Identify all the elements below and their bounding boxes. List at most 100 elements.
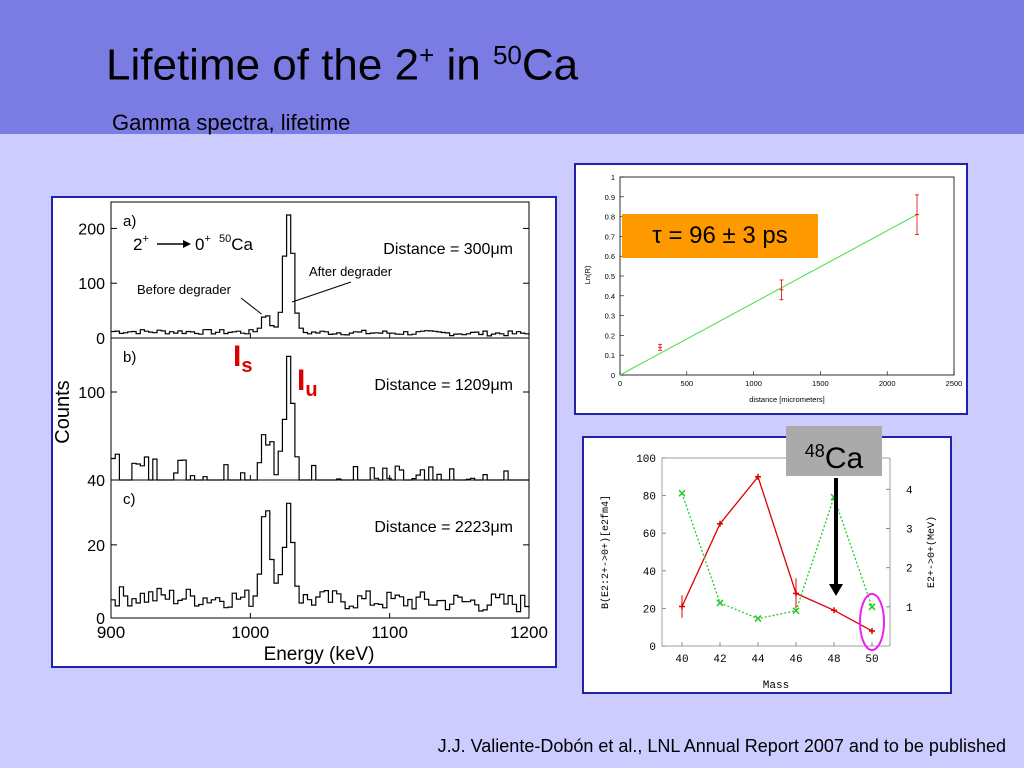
be2-point <box>679 603 685 610</box>
reaction-arrow-head <box>183 240 191 248</box>
x-tick-label: 2000 <box>879 379 896 388</box>
y-tick-label: 0.8 <box>605 213 615 222</box>
panel-tag: a) <box>123 213 136 230</box>
x-tick-label: 1500 <box>812 379 829 388</box>
after-degrader-label: After degrader <box>309 264 393 279</box>
x-axis-title: Mass <box>763 680 789 692</box>
y-tick-label: 0 <box>96 331 105 348</box>
spectrum-frame <box>110 337 530 481</box>
decay-frame <box>619 176 955 376</box>
title-element: Ca <box>521 40 579 90</box>
reaction-to-sup: + <box>204 233 210 245</box>
y-left-axis-title: B(E2:2+->0+)[e2fm4] <box>600 495 612 609</box>
x-tick-label: 48 <box>827 654 840 666</box>
y-left-tick-label: 60 <box>643 529 656 541</box>
y-tick-label: 20 <box>87 538 105 555</box>
decay-chart: 0 0.1 0.2 0.3 0.4 0.5 0.6 0.7 0.8 0.9 1 0 500 1000 150… <box>583 173 963 404</box>
energy-point <box>792 607 800 615</box>
before-degrader-arrow <box>240 297 262 315</box>
title-superscript: + <box>419 40 435 70</box>
Is-s: s <box>241 355 252 377</box>
x-axis-title: distance [micrometers] <box>749 395 824 404</box>
energy-point <box>868 603 876 611</box>
spectra-chart: 0 100 200 a) Distance = 300μm 40 100 b) Distance… <box>52 201 548 665</box>
x-tick-label: 1000 <box>231 623 269 642</box>
x-tick-label: 1100 <box>371 623 408 642</box>
after-degrader-arrow <box>291 281 352 303</box>
energy-series-line <box>681 493 873 620</box>
y-axis-title: Ln(R) <box>583 265 592 284</box>
x-tick-label: 40 <box>675 654 688 666</box>
ca48-mass-number: 48 <box>804 441 825 461</box>
distance-label: Distance = 300μm <box>383 241 513 258</box>
citation: J.J. Valiente-Dobón et al., LNL Annual R… <box>437 736 1006 756</box>
x-tick-label: 42 <box>713 654 726 666</box>
spectrum-histogram <box>111 214 530 337</box>
panel-tag: c) <box>123 491 136 508</box>
y-tick-label: 200 <box>78 221 105 238</box>
reaction-to: 0+ <box>195 233 211 254</box>
y-tick-label: 0 <box>611 371 615 380</box>
decay-panel: 0 0.1 0.2 0.3 0.4 0.5 0.6 0.7 0.8 0.9 1 0 500 1000 150… <box>574 163 968 415</box>
spectrum-histogram <box>111 355 529 481</box>
x-axis-title: Energy (keV) <box>264 644 375 665</box>
y-right-tick-label: 3 <box>906 525 913 537</box>
be2-panel: 0 20 40 60 80 100 1 2 3 4 40 42 44 46 48 50 Mass B(E2:2+-… <box>582 436 952 694</box>
ca48-arrow-head <box>829 584 843 596</box>
reaction-nucleus-name: Ca <box>231 235 253 254</box>
reaction-from-sup: + <box>142 233 148 245</box>
y-tick-label: 0.3 <box>605 312 615 321</box>
y-right-tick-label: 1 <box>906 603 913 615</box>
be2-point <box>831 607 837 614</box>
y-tick-label: 0.4 <box>605 292 615 301</box>
y-axis-title: Counts <box>53 380 74 443</box>
y-tick-label: 100 <box>78 276 105 293</box>
y-tick-label: 0.9 <box>605 193 615 202</box>
be2-point <box>869 627 875 634</box>
y-tick-label: 0.2 <box>605 331 615 340</box>
x-tick-label: 50 <box>865 654 878 666</box>
spectrum-frame <box>110 479 530 619</box>
energy-point <box>678 489 686 497</box>
y-left-tick-label: 40 <box>643 567 656 579</box>
y-right-tick-label: 2 <box>906 564 913 576</box>
reaction-from: 2 <box>133 235 142 254</box>
Is-label: Is <box>233 340 252 377</box>
y-tick-label: 40 <box>87 473 105 490</box>
distance-label: Distance = 2223μm <box>374 519 513 536</box>
y-tick-label: 0.1 <box>605 351 615 360</box>
x-tick-label: 500 <box>681 379 694 388</box>
x-tick-label: 46 <box>789 654 802 666</box>
Iu-u: u <box>305 379 317 401</box>
reaction-nucleus-sup: 50 <box>219 233 231 245</box>
ca48-label-box: 48Ca <box>786 426 882 476</box>
be2-point <box>755 473 761 480</box>
Is-I: I <box>233 340 241 373</box>
x-tick-label: 44 <box>751 654 765 666</box>
title-banner <box>0 0 1024 134</box>
y-left-tick-label: 100 <box>636 454 656 466</box>
y-right-axis-title: E2+->0+(MeV) <box>926 516 938 588</box>
spectrum-histogram <box>111 502 530 613</box>
be2-chart: 0 20 40 60 80 100 1 2 3 4 40 42 44 46 48 50 Mass B(E2:2+-… <box>600 454 938 692</box>
be2-point <box>717 520 723 527</box>
before-degrader-label: Before degrader <box>137 282 232 297</box>
x-tick-label: 2500 <box>946 379 963 388</box>
y-right-tick-label: 4 <box>906 485 913 497</box>
x-tick-label: 1000 <box>745 379 762 388</box>
y-tick-label: 1 <box>611 173 615 182</box>
x-tick-label: 1200 <box>510 623 548 642</box>
y-left-tick-label: 80 <box>643 492 656 504</box>
y-tick-label: 0.5 <box>605 272 615 281</box>
y-left-tick-label: 0 <box>649 642 656 654</box>
spectra-panel: 0 100 200 a) Distance = 300μm 40 100 b) Distance… <box>51 196 557 668</box>
distance-label: Distance = 1209μm <box>374 377 513 394</box>
x-tick-label: 0 <box>618 379 622 388</box>
be2-frame <box>661 457 891 647</box>
y-tick-label: 0.6 <box>605 252 615 261</box>
Iu-label: Iu <box>297 364 318 401</box>
slide-subtitle: Gamma spectra, lifetime <box>112 110 351 135</box>
reaction-nucleus: 50Ca <box>219 233 254 254</box>
y-tick-label: 100 <box>78 385 105 402</box>
panel-tag: b) <box>123 349 136 366</box>
